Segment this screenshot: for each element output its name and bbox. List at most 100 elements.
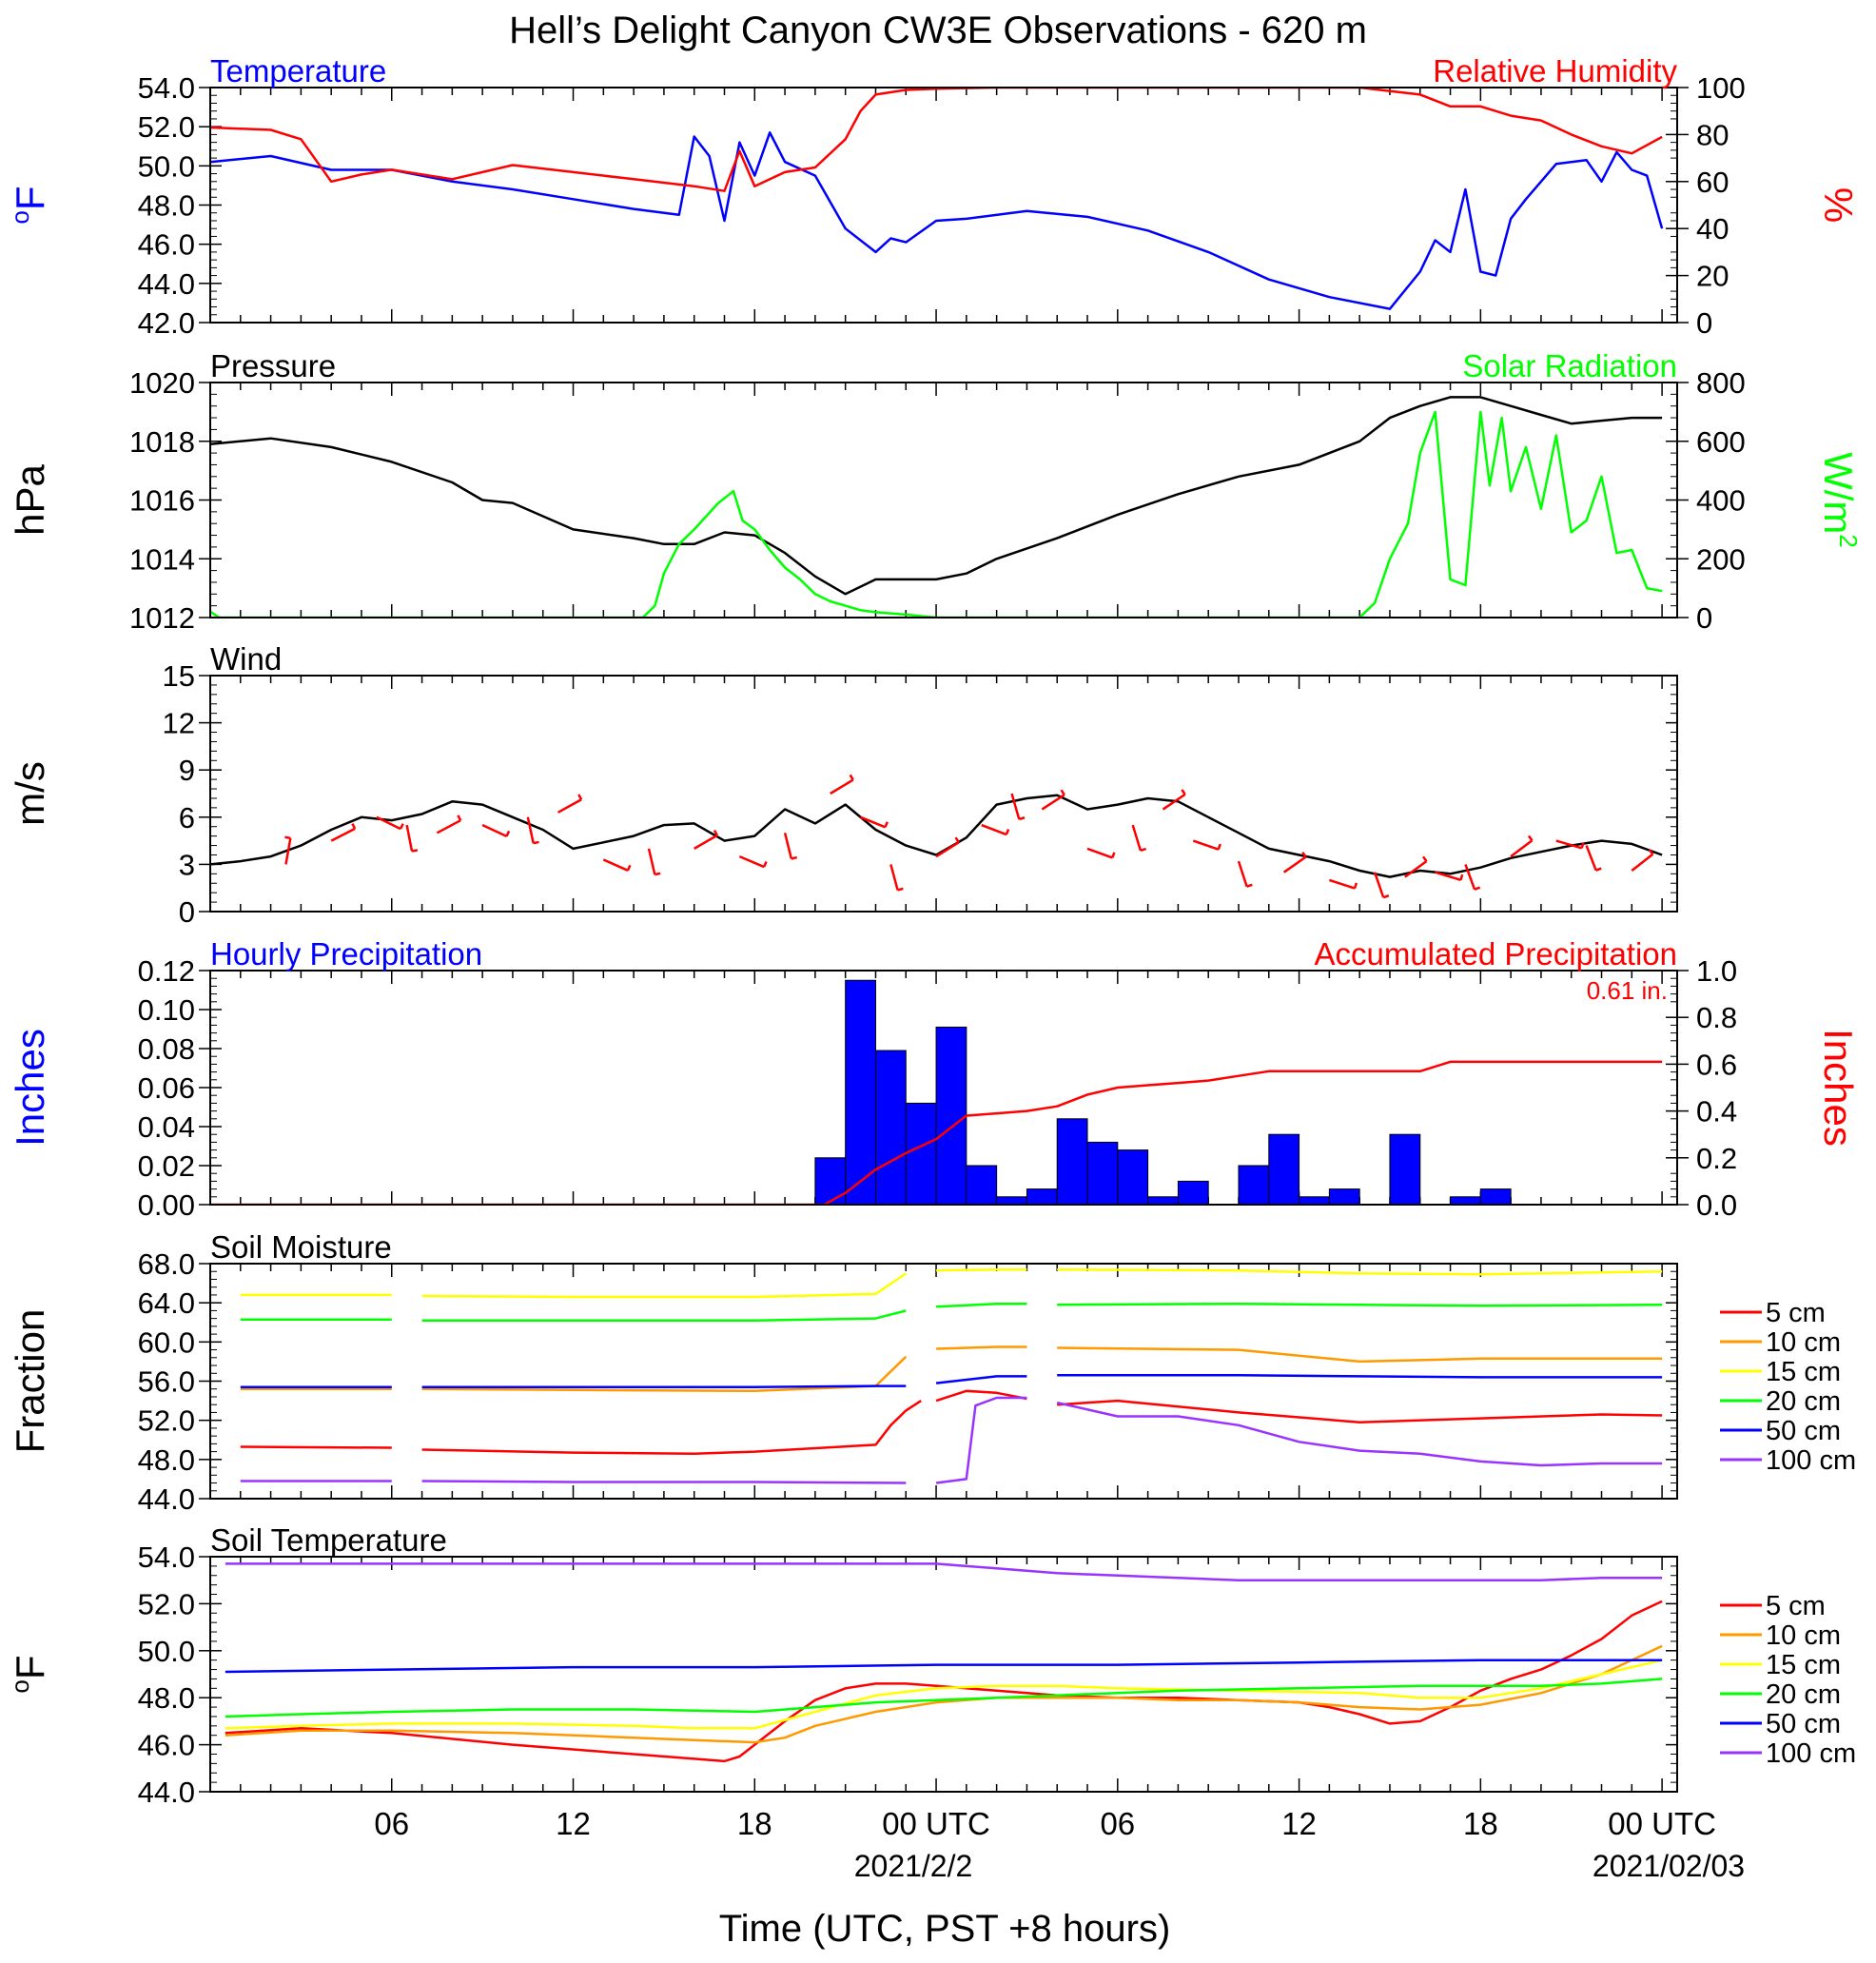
y-tick-label-left: 54.0 (138, 1541, 195, 1574)
wind-barb (376, 815, 401, 831)
wind-barb (1555, 839, 1583, 850)
y-tick-label-left: 48.0 (138, 1443, 195, 1477)
plot-area (210, 396, 1663, 618)
wind-barb (647, 848, 656, 875)
plot-frame (209, 87, 1678, 324)
x-date-label-1: 2021/2/2 (854, 1849, 973, 1883)
plot-area (210, 979, 1663, 1205)
y-tick-label-left: 54.0 (138, 71, 195, 105)
plot-frame (209, 1556, 1678, 1793)
series-line-100-cm (225, 1562, 1663, 1581)
y-tick-label-right: 0 (1696, 601, 1712, 635)
wind-barb (1510, 839, 1534, 858)
wind-barb (738, 854, 765, 869)
legend-label: 15 cm (1766, 1650, 1841, 1680)
legend-label: 5 cm (1766, 1591, 1826, 1621)
y-tick-label-left: 6 (179, 801, 195, 834)
y-tick-label-right: 40 (1696, 212, 1729, 245)
panel-title-left: Wind (210, 641, 282, 677)
y-tick-label-left: 0.00 (138, 1188, 195, 1222)
y-axis-label-left: oF (6, 186, 52, 224)
x-tick-label: 06 (374, 1806, 409, 1841)
wind-barb (1131, 824, 1143, 852)
legend-label: 100 cm (1766, 1738, 1856, 1769)
wind-barb-flag (1474, 886, 1481, 891)
wind-barb (1464, 863, 1476, 891)
y-tick-label-right: 1.0 (1696, 954, 1737, 988)
y-tick-label-right: 600 (1696, 425, 1746, 459)
x-tick-label: 12 (1281, 1806, 1317, 1841)
y-tick-label-left: 1012 (129, 601, 195, 635)
panel-title-left: Soil Temperature (210, 1522, 447, 1558)
series-line-20-cm (240, 1302, 1663, 1322)
series-line-50-cm (225, 1659, 1663, 1674)
y-tick-label-left: 0.04 (138, 1110, 195, 1144)
y-tick-label-right: 20 (1696, 260, 1729, 293)
bar (1389, 1133, 1421, 1205)
y-tick-label-left: 48.0 (138, 189, 195, 223)
series-line-5-cm (225, 1600, 1663, 1763)
y-tick-label-left: 1016 (129, 484, 195, 518)
wind-barb-flag (351, 822, 357, 830)
wind-barb (1192, 839, 1220, 851)
y-tick-label-left: 15 (163, 659, 195, 693)
y-tick-label-right: 60 (1696, 166, 1729, 199)
wind-barb (830, 778, 854, 795)
bar (1479, 1188, 1512, 1205)
y-axis-label-right: W/m2 (1816, 452, 1863, 548)
panel-title-right: Relative Humidity (1433, 53, 1677, 88)
wind-barb (1162, 793, 1186, 811)
wind-barb (1010, 793, 1021, 820)
bar (1268, 1133, 1300, 1205)
wind-barb-flag (763, 861, 768, 868)
plot-area (225, 1562, 1663, 1763)
panels: 42.044.046.048.050.052.054.0020406080100… (6, 53, 1863, 1809)
y-axis-label-left: Fraction (8, 1309, 52, 1454)
y-tick-label-left: 46.0 (138, 228, 195, 262)
legend-label: 10 cm (1766, 1327, 1841, 1358)
wind-barb (1086, 847, 1113, 859)
series-line-20-cm (225, 1678, 1663, 1718)
wind-barb-flag (1140, 847, 1147, 853)
y-axis-label-left: oF (6, 1655, 52, 1693)
bar (845, 979, 876, 1205)
panel-title-left: Temperature (210, 53, 386, 88)
series-line-relative-humidity (210, 88, 1663, 192)
y-tick-label-left: 1020 (129, 366, 195, 400)
x-date-label-2: 2021/02/03 (1593, 1849, 1745, 1883)
wind-barb-flag (791, 855, 797, 860)
wind-barb-flag (1527, 834, 1534, 842)
y-axis-label-left: Inches (8, 1029, 52, 1147)
y-tick-label-right: 0 (1696, 306, 1712, 340)
wind-barb (330, 827, 356, 842)
series-line-10-cm (240, 1345, 1663, 1393)
bar (996, 1196, 1027, 1205)
wind-barb (284, 837, 292, 865)
wind-barb-flag (1217, 843, 1221, 851)
bar (1056, 1118, 1088, 1205)
x-tick-label: 18 (737, 1806, 772, 1841)
wind-barb-flag (954, 836, 960, 843)
panel-title-left: Soil Moisture (210, 1229, 392, 1265)
wind-barb (602, 858, 629, 872)
wind-barb (557, 798, 582, 814)
bar (966, 1165, 998, 1205)
chart-title: Hell’s Delight Canyon CW3E Observations … (509, 10, 1367, 51)
y-tick-label-left: 42.0 (138, 306, 195, 340)
series-line-temperature (210, 131, 1664, 310)
wind-barb-flag (457, 815, 462, 821)
y-axis-label-right: % (1816, 187, 1861, 223)
y-tick-label-right: 0.2 (1696, 1142, 1737, 1175)
y-axis-label-right: Inches (1816, 1029, 1861, 1147)
y-tick-label-right: 0.4 (1696, 1095, 1737, 1129)
y-tick-label-left: 50.0 (138, 1635, 195, 1668)
bar (1177, 1180, 1209, 1205)
wind-barb-flag (284, 835, 291, 840)
wind-barb-flag (1459, 874, 1464, 881)
y-tick-label-left: 44.0 (138, 267, 195, 301)
bar (874, 1050, 907, 1205)
y-tick-label-right: 0.8 (1696, 1001, 1737, 1034)
y-tick-label-left: 3 (179, 848, 195, 881)
wind-barb-flag (577, 794, 583, 800)
